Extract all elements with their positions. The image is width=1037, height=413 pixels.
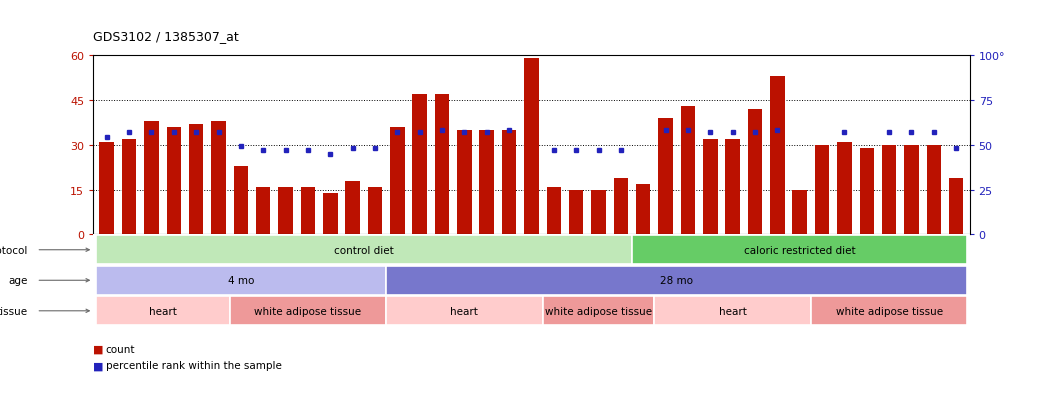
Text: GDS3102 / 1385307_at: GDS3102 / 1385307_at: [93, 31, 240, 43]
Bar: [189, 124, 203, 235]
Bar: [323, 193, 338, 235]
Text: age: age: [8, 275, 28, 285]
Bar: [591, 190, 606, 235]
Bar: [95, 266, 386, 295]
Text: 28 mo: 28 mo: [661, 275, 694, 285]
Bar: [633, 235, 968, 265]
Bar: [413, 95, 427, 235]
Bar: [725, 139, 740, 235]
Text: tissue: tissue: [0, 306, 28, 316]
Text: percentile rank within the sample: percentile rank within the sample: [106, 361, 282, 370]
Bar: [256, 187, 271, 235]
Bar: [167, 128, 181, 235]
Bar: [542, 297, 654, 326]
Bar: [390, 128, 404, 235]
Bar: [811, 297, 968, 326]
Bar: [144, 121, 159, 235]
Bar: [435, 95, 449, 235]
Text: ■: ■: [93, 361, 104, 370]
Bar: [233, 166, 248, 235]
Text: heart: heart: [450, 306, 478, 316]
Bar: [345, 181, 360, 235]
Bar: [614, 178, 628, 235]
Bar: [229, 297, 386, 326]
Bar: [368, 187, 383, 235]
Bar: [949, 178, 963, 235]
Bar: [524, 59, 539, 235]
Bar: [386, 297, 542, 326]
Text: 4 mo: 4 mo: [228, 275, 254, 285]
Bar: [837, 142, 851, 235]
Text: white adipose tissue: white adipose tissue: [836, 306, 943, 316]
Text: white adipose tissue: white adipose tissue: [254, 306, 362, 316]
Text: growth protocol: growth protocol: [0, 245, 28, 255]
Text: ■: ■: [93, 344, 104, 354]
Text: white adipose tissue: white adipose tissue: [545, 306, 652, 316]
Bar: [569, 190, 584, 235]
Bar: [100, 142, 114, 235]
Bar: [457, 131, 472, 235]
Text: caloric restricted diet: caloric restricted diet: [744, 245, 856, 255]
Bar: [654, 297, 811, 326]
Bar: [703, 139, 718, 235]
Bar: [546, 187, 561, 235]
Bar: [815, 145, 830, 235]
Bar: [927, 145, 942, 235]
Text: control diet: control diet: [334, 245, 394, 255]
Bar: [278, 187, 292, 235]
Bar: [121, 139, 136, 235]
Text: heart: heart: [719, 306, 747, 316]
Bar: [479, 131, 494, 235]
Bar: [860, 148, 874, 235]
Bar: [502, 131, 516, 235]
Bar: [95, 297, 229, 326]
Bar: [301, 187, 315, 235]
Bar: [904, 145, 919, 235]
Text: count: count: [106, 344, 135, 354]
Bar: [95, 235, 633, 265]
Bar: [386, 266, 968, 295]
Bar: [881, 145, 896, 235]
Bar: [658, 119, 673, 235]
Bar: [636, 184, 650, 235]
Bar: [770, 77, 785, 235]
Text: heart: heart: [148, 306, 176, 316]
Bar: [792, 190, 807, 235]
Bar: [748, 109, 762, 235]
Bar: [680, 107, 695, 235]
Bar: [212, 121, 226, 235]
